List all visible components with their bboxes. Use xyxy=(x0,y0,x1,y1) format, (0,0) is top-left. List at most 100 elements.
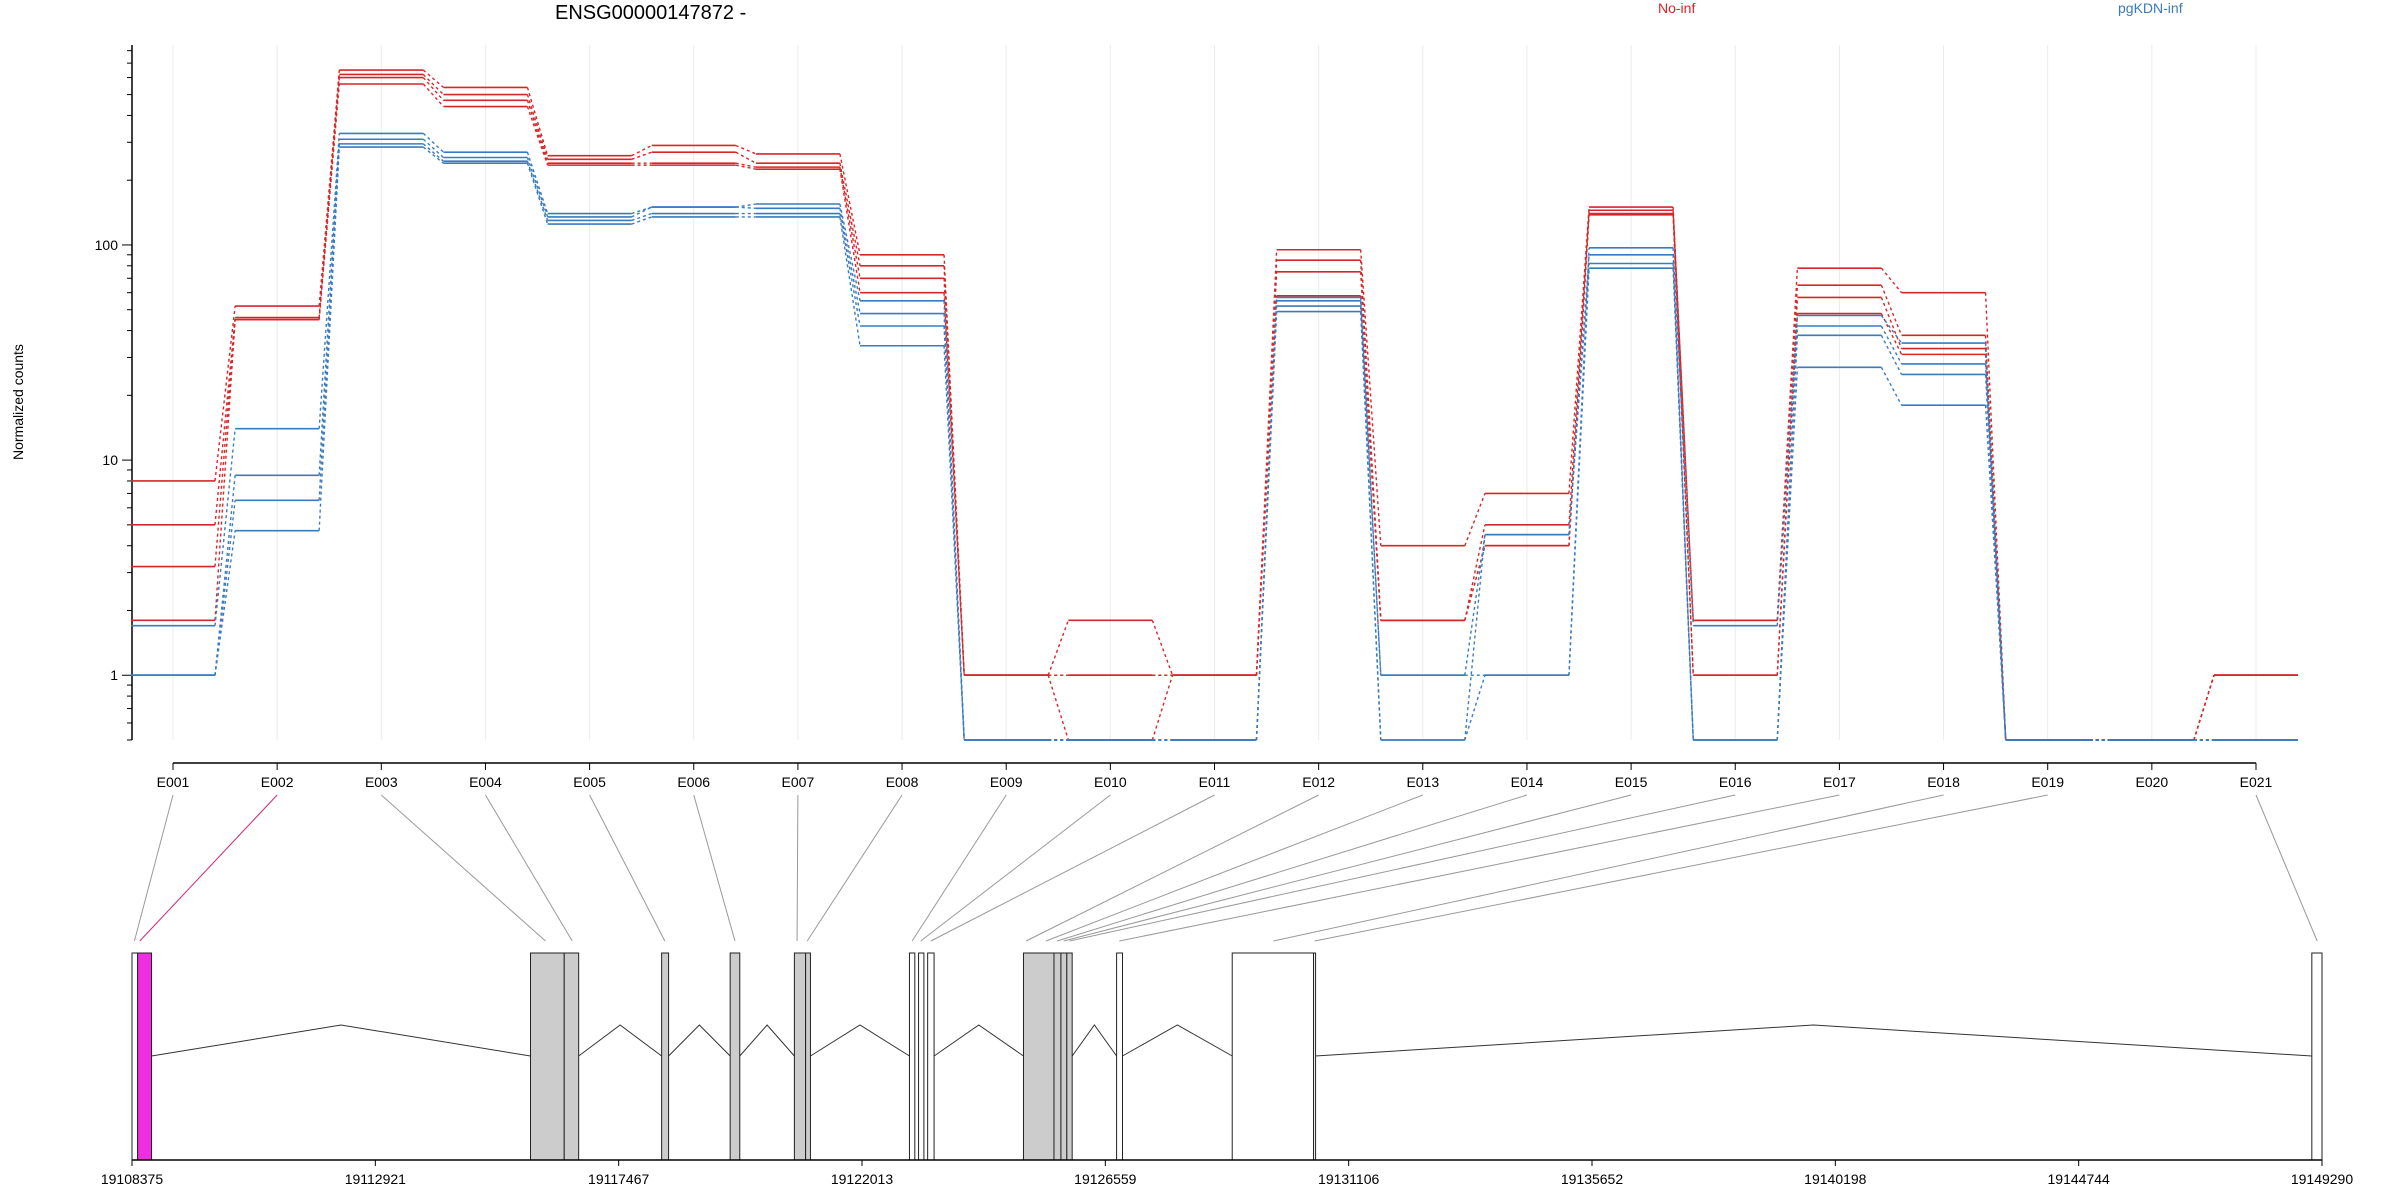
series-2-transition xyxy=(422,77,444,101)
series-4-transition xyxy=(1984,343,2007,741)
exon-box-E008 xyxy=(805,952,811,1161)
exon-box-E002 xyxy=(137,952,153,1161)
exon-box-E018 xyxy=(1231,952,1315,1161)
series-7-transition xyxy=(1672,268,1694,741)
x-tick-label: E010 xyxy=(1094,774,1127,790)
series-3-transition xyxy=(1255,295,1278,676)
connector-E018 xyxy=(1273,794,1944,942)
series-6-transition xyxy=(1880,335,1903,375)
series-7-transition xyxy=(1359,311,1382,741)
series-1-transition xyxy=(526,94,549,160)
series-7-transition xyxy=(214,530,236,676)
series-3-transition xyxy=(422,83,444,107)
x-tick-label: E006 xyxy=(677,774,710,790)
connector-E009 xyxy=(911,794,1007,942)
x-tick-label: E014 xyxy=(1511,774,1544,790)
x-tick-label: E003 xyxy=(365,774,398,790)
series-6-transition xyxy=(839,213,861,327)
connector-E004 xyxy=(485,794,573,942)
series-2-transition xyxy=(1672,213,1694,676)
x-tick-label: E011 xyxy=(1199,774,1231,790)
series-7-transition xyxy=(1568,268,1590,676)
x-tick-label: E017 xyxy=(1823,774,1856,790)
series-4-transition xyxy=(526,151,549,214)
y-tick-label: 10 xyxy=(102,452,118,468)
connector-E017 xyxy=(1119,794,1840,942)
series-0-transition xyxy=(1151,620,1174,676)
series-3-transition xyxy=(526,106,549,166)
connector-E015 xyxy=(1063,794,1632,942)
exon-box-E017 xyxy=(1116,952,1123,1161)
series-1-transition xyxy=(1672,210,1694,621)
series-7-transition xyxy=(1255,311,1278,741)
series-4-transition xyxy=(318,133,340,429)
series-7-transition xyxy=(1880,366,1903,406)
y-tick-label: 1 xyxy=(110,667,118,683)
series-5-transition xyxy=(1880,325,1903,365)
series-1-transition xyxy=(1464,524,1486,621)
intron-chevron xyxy=(739,1024,795,1057)
series-5-transition xyxy=(1359,300,1382,676)
connector-E012 xyxy=(1025,794,1319,942)
x-tick-label: E004 xyxy=(469,774,502,790)
legend-entry-pgkdn-inf: pgKDN-inf xyxy=(2118,0,2183,16)
series-5-transition xyxy=(839,208,861,314)
x-tick-label: E019 xyxy=(2031,774,2064,790)
connector-E007 xyxy=(796,794,799,942)
exon-box-E007 xyxy=(793,952,807,1161)
series-7-transition xyxy=(631,216,652,225)
series-3-transition xyxy=(214,319,236,621)
intron-chevron xyxy=(1315,1024,2312,1057)
vertical-gridlines xyxy=(172,45,2257,740)
connector-E005 xyxy=(589,794,666,942)
series-3-transition xyxy=(943,292,965,676)
connector-E013 xyxy=(1045,794,1423,942)
genomic-tick-label: 19117467 xyxy=(588,1171,649,1187)
exon-box-E010 xyxy=(918,952,925,1161)
series-3-transition xyxy=(1880,313,1903,355)
connector-E002 xyxy=(139,794,278,942)
series-3-transition xyxy=(735,164,757,170)
series-6-transition xyxy=(1568,263,1590,535)
series-5-transition xyxy=(1464,534,1486,676)
genomic-tick-label: 19149290 xyxy=(2291,1171,2354,1187)
gene-model: 19108375 19112921 19117467 19122013 19126559… xyxy=(101,952,2354,1187)
legend-entry-no-inf: No-inf xyxy=(1658,0,1696,16)
series-0-transition xyxy=(526,87,549,156)
series-2-transition xyxy=(839,167,861,279)
genomic-tick-label: 19131106 xyxy=(1318,1171,1379,1187)
x-tick-label: E001 xyxy=(157,774,190,790)
exon-box-E012-E013 xyxy=(1022,952,1055,1161)
series-6-transition xyxy=(631,212,652,222)
series-1-transition xyxy=(214,317,236,525)
connector-E008 xyxy=(806,794,903,942)
series-4-transition xyxy=(1776,315,1799,626)
series-0-transition xyxy=(839,153,861,255)
intron-chevron xyxy=(578,1024,662,1057)
series-6-transition xyxy=(422,143,444,162)
series-5-transition xyxy=(422,138,444,159)
exon-box-E016 xyxy=(1066,952,1073,1161)
series-5-transition xyxy=(526,157,549,218)
x-tick-label: E012 xyxy=(1302,774,1335,790)
series-1-transition xyxy=(422,73,444,96)
x-tick-label: E016 xyxy=(1719,774,1752,790)
connector-E001 xyxy=(133,794,174,942)
y-tick-label: 100 xyxy=(95,237,119,253)
intron-chevron xyxy=(933,1024,1024,1057)
series-5-transition xyxy=(631,206,653,218)
exon-box-E019 xyxy=(1313,952,1317,1161)
series-3-transition xyxy=(2193,675,2215,741)
series-1-transition xyxy=(735,151,757,164)
intron-chevron xyxy=(810,1024,910,1057)
series-7-transition xyxy=(526,162,549,225)
exon-box-E021 xyxy=(2311,952,2323,1161)
series-4-transition xyxy=(1568,247,1590,676)
exon-box-E001 xyxy=(131,952,139,1161)
exon-box-E011 xyxy=(927,952,935,1161)
genomic-tick-label: 19108375 xyxy=(101,1171,164,1187)
series-6-transition xyxy=(526,161,549,221)
series-3-transition xyxy=(839,169,861,293)
connector-E003 xyxy=(380,794,546,942)
